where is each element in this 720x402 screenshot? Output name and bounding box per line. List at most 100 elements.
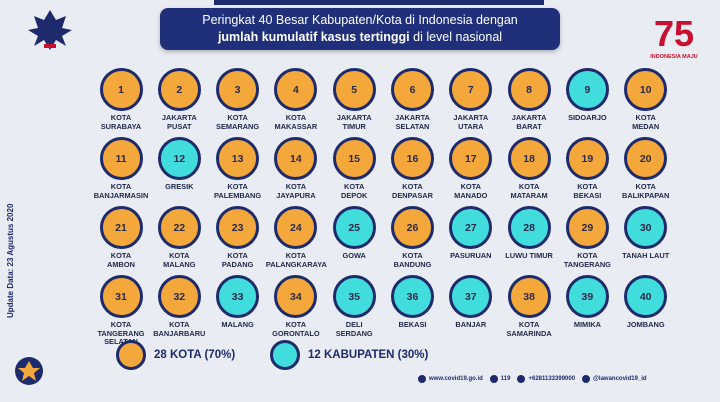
rank-circle: 19	[565, 137, 609, 180]
rank-item: 20 KOTA BALIKPAPAN	[616, 137, 676, 200]
legend-kabupaten-dot	[270, 340, 300, 370]
rank-label: KOTA PADANG	[221, 251, 254, 269]
rank-circle: 28	[507, 206, 551, 249]
rank-circle: 2	[157, 68, 201, 111]
rank-circle: 35	[332, 275, 376, 318]
rank-circle: 11	[99, 137, 143, 180]
rank-circle: 10	[624, 68, 668, 111]
rank-circle: 14	[274, 137, 318, 180]
rank-item: 11 KOTA BANJARMASIN	[91, 137, 151, 200]
footer-whatsapp: +6281133399000	[517, 375, 575, 383]
rank-label: JAKARTA PUSAT	[161, 113, 197, 131]
rank-circle: 9	[565, 68, 609, 111]
rank-item: 34 KOTA GORONTALO	[266, 275, 326, 338]
rank-circle: 6	[391, 68, 434, 111]
rank-circle: 8	[507, 68, 551, 111]
rank-label: MIMIKA	[573, 320, 601, 329]
rank-label: SIDOARJO	[568, 113, 607, 122]
rank-circle: 3	[216, 68, 260, 111]
footer-whatsapp-text: +6281133399000	[528, 376, 576, 382]
rank-circle: 21	[99, 206, 143, 249]
rank-circle: 5	[332, 68, 376, 111]
rank-item: 4 KOTA MAKASSAR	[266, 68, 326, 131]
rank-item: 29 KOTA TANGERANG	[557, 206, 617, 269]
rank-label: KOTA PALEMBANG	[214, 182, 262, 200]
rank-circle: 12	[157, 137, 201, 180]
legend-kota: 28 KOTA (70%)	[116, 340, 235, 370]
rank-item: 31 KOTA TANGERANG SELATAN	[91, 275, 151, 347]
rank-circle: 33	[216, 275, 260, 318]
rank-label: KOTA JAYAPURA	[276, 182, 316, 200]
rank-label: JAKARTA TIMUR	[336, 113, 372, 131]
rank-label: JOMBANG	[626, 320, 665, 329]
rank-circle: 30	[624, 206, 668, 249]
rank-item: 3 KOTA SEMARANG	[208, 68, 268, 131]
rank-item: 27 PASURUAN	[441, 206, 501, 261]
rank-item: 39 MIMIKA	[557, 275, 617, 330]
rank-circle: 17	[449, 137, 493, 180]
footer-web-text: www.covid19.go.id	[429, 376, 483, 382]
rank-circle: 34	[274, 275, 318, 318]
rank-label: KOTA DENPASAR	[392, 182, 433, 200]
rank-label: KOTA BEKASI	[573, 182, 602, 200]
rank-item: 2 JAKARTA PUSAT	[149, 68, 209, 131]
rank-item: 37 BANJAR	[441, 275, 501, 330]
globe-icon	[418, 375, 426, 383]
legend-kota-dot	[116, 340, 146, 370]
rank-label: KOTA TANGERANG SELATAN	[97, 320, 145, 347]
rank-circle: 38	[507, 275, 551, 318]
rank-item: 32 KOTA BANJARBARU	[149, 275, 209, 338]
rank-item: 16 KOTA DENPASAR	[383, 137, 443, 200]
rank-label: JAKARTA SELATAN	[395, 113, 430, 131]
rank-item: 21 KOTA AMBON	[91, 206, 151, 269]
footer-social: @lawancovid19_id	[582, 375, 647, 383]
logo-subtitle: INDONESIA MAJU	[650, 54, 698, 60]
rank-label: DELI SERDANG	[335, 320, 373, 338]
rank-label: MALANG	[221, 320, 254, 329]
rank-item: 40 JOMBANG	[616, 275, 676, 330]
rank-circle: 23	[216, 206, 260, 249]
rank-label: KOTA BANJARMASIN	[93, 182, 149, 200]
title-line-1: Peringkat 40 Besar Kabupaten/Kota di Ind…	[202, 13, 518, 27]
rank-label: KOTA MEDAN	[632, 113, 660, 131]
rank-label: BEKASI	[398, 320, 427, 329]
footer-phone-text: 119	[500, 376, 511, 382]
rank-label: KOTA SURABAYA	[100, 113, 142, 131]
rank-item: 5 JAKARTA TIMUR	[324, 68, 384, 131]
rank-label: KOTA SAMARINDA	[506, 320, 552, 338]
rank-circle: 25	[332, 206, 376, 249]
rank-circle: 20	[624, 137, 668, 180]
rank-label: KOTA BALIKPAPAN	[622, 182, 670, 200]
legend-kota-label: 28 KOTA (70%)	[154, 349, 236, 361]
rank-circle: 15	[332, 137, 376, 180]
rank-label: KOTA BANDUNG	[393, 251, 432, 269]
rank-item: 9 SIDOARJO	[557, 68, 617, 123]
rank-item: 24 KOTA PALANGKARAYA	[266, 206, 327, 269]
footer-phone: 119	[489, 375, 511, 383]
footer-web: www.covid19.go.id	[418, 375, 483, 383]
rank-circle: 36	[391, 275, 434, 318]
rank-item: 19 KOTA BEKASI	[557, 137, 617, 200]
rank-item: 33 MALANG	[208, 275, 268, 330]
rank-item: 30 TANAH LAUT	[616, 206, 676, 261]
rank-item: 15 KOTA DEPOK	[324, 137, 384, 200]
rank-circle: 1	[99, 68, 143, 111]
update-date: Update Data: 23 Agustus 2020	[6, 203, 15, 318]
rank-circle: 32	[157, 275, 201, 318]
rank-item: 1 KOTA SURABAYA	[91, 68, 151, 131]
rank-label: GOWA	[342, 251, 366, 260]
rank-item: 23 KOTA PADANG	[208, 206, 268, 269]
rank-label: KOTA DEPOK	[341, 182, 368, 200]
rank-circle: 37	[449, 275, 493, 318]
garuda-logo	[8, 4, 88, 54]
title-line-2: jumlah kumulatif kasus tertinggi di leve…	[160, 29, 560, 46]
rank-circle: 4	[274, 68, 318, 111]
rank-item: 8 JAKARTA BARAT	[499, 68, 559, 131]
rank-circle: 39	[565, 275, 609, 318]
rank-label: LUWU TIMUR	[505, 251, 553, 260]
footer-contacts: www.covid19.go.id 119 +6281133399000 @la…	[418, 372, 718, 386]
whatsapp-icon	[517, 375, 526, 383]
rank-item: 13 KOTA PALEMBANG	[208, 137, 268, 200]
page-title: Peringkat 40 Besar Kabupaten/Kota di Ind…	[160, 8, 560, 50]
rank-label: KOTA MATARAM	[510, 182, 548, 200]
